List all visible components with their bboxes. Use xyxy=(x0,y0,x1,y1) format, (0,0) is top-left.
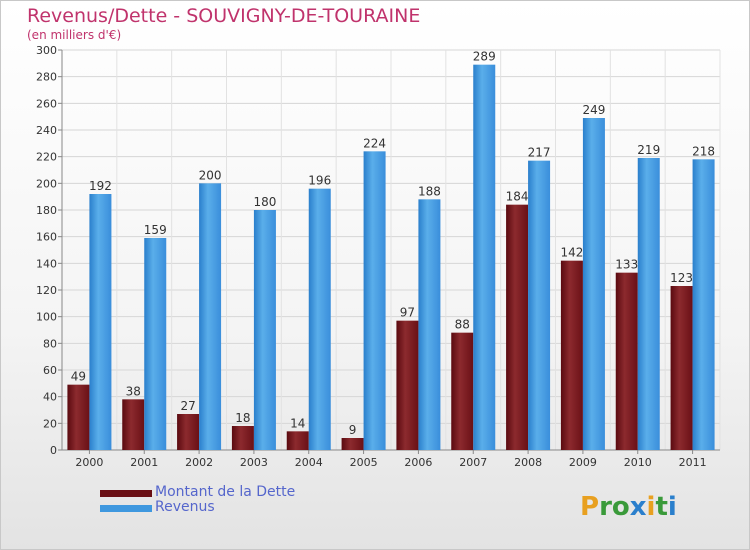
bar-dette xyxy=(396,320,419,450)
data-label-dette: 14 xyxy=(290,416,305,430)
data-label-dette: 123 xyxy=(670,271,693,285)
x-tick-label: 2003 xyxy=(240,456,268,469)
x-tick-label: 2008 xyxy=(514,456,542,469)
data-label-revenus: 188 xyxy=(418,184,441,198)
x-tick-label: 2011 xyxy=(679,456,707,469)
data-labels: 49 192 38 159 27 200 18 180 14 196 9 224 97 188 88 289 1… xyxy=(71,50,715,437)
x-tick-label: 2009 xyxy=(569,456,597,469)
data-label-dette: 184 xyxy=(506,190,529,204)
bar-revenus xyxy=(418,199,441,450)
bar-revenus xyxy=(528,160,551,450)
bar-revenus xyxy=(692,159,715,451)
x-tick-label: 2005 xyxy=(350,456,378,469)
legend-swatch-dette xyxy=(100,490,152,497)
data-label-dette: 133 xyxy=(615,258,638,272)
y-tick-label: 40 xyxy=(43,391,57,404)
y-tick-label: 0 xyxy=(50,444,57,457)
bar-revenus xyxy=(473,64,496,451)
bar-dette xyxy=(615,272,638,450)
bar-revenus xyxy=(582,118,605,450)
chart-title: Revenus/Dette - SOUVIGNY-DE-TOURAINE xyxy=(27,5,421,27)
y-tick-label: 240 xyxy=(36,124,57,137)
y-tick-label: 260 xyxy=(36,97,57,110)
chart-subtitle: (en milliers d'€) xyxy=(27,28,122,42)
y-tick-label: 300 xyxy=(36,44,57,57)
x-tick-label: 2001 xyxy=(130,456,158,469)
data-label-revenus: 219 xyxy=(637,143,660,157)
y-tick-label: 220 xyxy=(36,151,57,164)
x-tick-label: 2000 xyxy=(75,456,103,469)
bars xyxy=(67,64,715,451)
data-label-revenus: 249 xyxy=(582,103,605,117)
x-tick-label: 2010 xyxy=(624,456,652,469)
proxiti-logo: Proxiti xyxy=(580,492,677,522)
data-label-dette: 49 xyxy=(71,370,86,384)
data-label-revenus: 159 xyxy=(144,223,167,237)
data-label-revenus: 224 xyxy=(363,136,386,150)
data-label-revenus: 196 xyxy=(308,174,331,188)
x-tick-label: 2002 xyxy=(185,456,213,469)
x-tick-label: 2006 xyxy=(404,456,432,469)
bar-dette xyxy=(341,438,364,450)
bar-dette xyxy=(670,286,693,450)
data-label-revenus: 192 xyxy=(89,179,112,193)
data-label-revenus: 217 xyxy=(528,146,551,160)
bar-revenus xyxy=(253,210,276,450)
y-tick-label: 180 xyxy=(36,204,57,217)
data-label-dette: 9 xyxy=(349,423,357,437)
data-label-dette: 38 xyxy=(126,384,141,398)
logo-text: Proxiti xyxy=(580,492,677,522)
y-tick-label: 60 xyxy=(43,364,57,377)
bar-dette xyxy=(506,204,529,450)
data-label-revenus: 218 xyxy=(692,144,715,158)
y-tick-label: 200 xyxy=(36,177,57,190)
bar-dette xyxy=(560,260,583,450)
y-tick-label: 140 xyxy=(36,257,57,270)
data-label-dette: 97 xyxy=(400,306,415,320)
data-label-dette: 27 xyxy=(180,399,195,413)
bar-revenus xyxy=(308,188,331,450)
bar-revenus xyxy=(363,151,386,451)
legend-label-dette: Montant de la Dette xyxy=(155,484,296,500)
legend-swatch-revenus xyxy=(100,505,152,512)
x-tick-label: 2007 xyxy=(459,456,487,469)
y-tick-label: 120 xyxy=(36,284,57,297)
y-tick-label: 100 xyxy=(36,311,57,324)
data-label-dette: 18 xyxy=(235,411,250,425)
data-label-revenus: 289 xyxy=(473,50,496,64)
legend-label-revenus: Revenus xyxy=(155,499,215,515)
bar-dette xyxy=(451,332,474,450)
y-tick-label: 280 xyxy=(36,71,57,84)
x-tick-label: 2004 xyxy=(295,456,323,469)
axes: 0 20 40 60 80 100 120 140 160 180 200 220 240 260 280 3… xyxy=(36,44,720,469)
data-label-revenus: 200 xyxy=(199,168,222,182)
y-tick-label: 20 xyxy=(43,417,57,430)
bar-dette xyxy=(286,431,309,450)
data-label-revenus: 180 xyxy=(253,195,276,209)
bar-revenus xyxy=(199,183,222,451)
bar-revenus xyxy=(637,158,660,450)
bar-dette xyxy=(231,426,254,450)
data-label-dette: 88 xyxy=(455,318,470,332)
bar-dette xyxy=(67,384,90,450)
y-tick-label: 80 xyxy=(43,337,57,350)
bar-dette xyxy=(122,399,145,450)
bar-revenus xyxy=(89,194,112,450)
bar-dette xyxy=(177,414,200,450)
y-tick-label: 160 xyxy=(36,231,57,244)
data-label-dette: 142 xyxy=(560,246,583,260)
bar-revenus xyxy=(144,238,167,450)
